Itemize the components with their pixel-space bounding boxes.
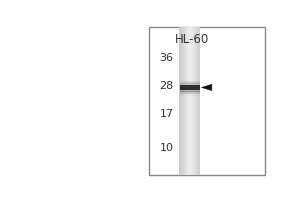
Bar: [180, 81, 200, 82]
Bar: [186, 27, 187, 175]
Bar: [149, 27, 266, 175]
Bar: [195, 27, 196, 175]
Text: 10: 10: [160, 143, 173, 153]
Text: HL-60: HL-60: [175, 33, 209, 46]
Bar: [192, 27, 193, 175]
Bar: [182, 27, 183, 175]
Bar: [191, 27, 192, 175]
Bar: [193, 27, 194, 175]
Bar: [180, 93, 200, 94]
Bar: [190, 27, 191, 175]
Bar: [199, 27, 200, 175]
Bar: [188, 27, 189, 175]
Bar: [180, 27, 181, 175]
Text: 17: 17: [159, 109, 173, 119]
Bar: [180, 82, 200, 83]
Bar: [185, 27, 186, 175]
Bar: [180, 91, 200, 93]
Text: 28: 28: [159, 81, 173, 91]
Bar: [196, 27, 197, 175]
Bar: [183, 27, 184, 175]
Polygon shape: [201, 84, 212, 91]
Bar: [180, 94, 200, 95]
Bar: [198, 27, 199, 175]
Bar: [180, 83, 200, 85]
Bar: [179, 27, 180, 175]
Bar: [187, 27, 188, 175]
Bar: [197, 27, 198, 175]
Bar: [180, 85, 200, 90]
Bar: [189, 27, 190, 175]
Bar: [180, 90, 200, 92]
Bar: [179, 27, 200, 175]
Bar: [184, 27, 185, 175]
Bar: [194, 27, 195, 175]
Text: 36: 36: [160, 53, 173, 63]
Bar: [181, 27, 182, 175]
